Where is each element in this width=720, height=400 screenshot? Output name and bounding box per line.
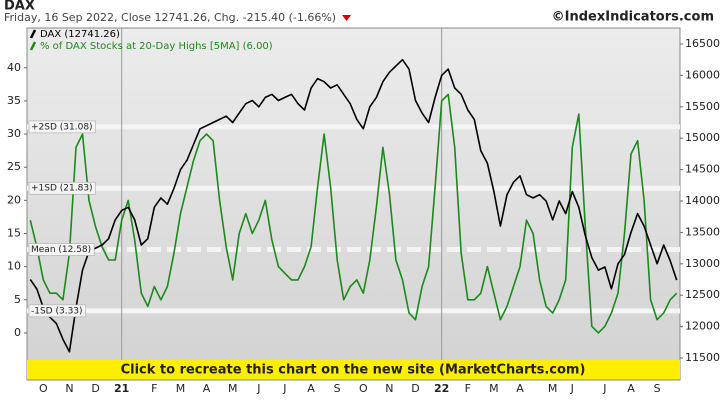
- x-tick-label: N: [65, 382, 73, 395]
- x-tick-label: A: [516, 382, 524, 395]
- x-tick-label: O: [359, 382, 368, 395]
- x-tick-label: 22: [434, 382, 449, 395]
- chart-title: DAX: [4, 0, 35, 14]
- y2-tick-label: 13000: [685, 257, 720, 270]
- reference-label-box: [28, 120, 96, 134]
- x-tick-label: 21: [114, 382, 129, 395]
- x-tick-label: F: [151, 382, 157, 395]
- y-tick-label: 40: [7, 61, 21, 74]
- reference-label: +1SD (21.83): [31, 184, 93, 194]
- subtitle: Friday, 16 Sep 2022, Close 12741.26, Chg…: [4, 11, 336, 24]
- banner-text[interactable]: Click to recreate this chart on the new …: [121, 363, 586, 378]
- x-tick-label: A: [203, 382, 211, 395]
- legend-swatch: [29, 41, 37, 51]
- x-tick-label: A: [627, 382, 635, 395]
- reference-label-box: [28, 243, 95, 256]
- x-tick-label: D: [91, 382, 99, 395]
- x-tick-label: M: [489, 382, 499, 395]
- x-tick-label: M: [228, 382, 238, 395]
- y-tick-label: 25: [7, 160, 21, 173]
- reference-label-box: [28, 304, 86, 318]
- x-tick-label: S: [654, 382, 661, 395]
- reference-label-box: [28, 181, 96, 195]
- y2-tick-label: 13500: [685, 225, 720, 238]
- plot-area: [26, 27, 681, 381]
- y2-tick-label: 15500: [685, 100, 720, 113]
- x-tick-label: J: [282, 382, 286, 395]
- source: ©IndexIndicators.com: [552, 10, 714, 25]
- x-tick-label: F: [465, 382, 471, 395]
- y-tick-label: 5: [14, 293, 21, 306]
- reference-label: +2SD (31.08): [31, 122, 93, 132]
- x-tick-label: S: [334, 382, 341, 395]
- y2-tick-label: 12000: [685, 320, 720, 333]
- y2-tick-label: 14500: [685, 163, 720, 176]
- y2-tick-label: 16500: [685, 37, 720, 50]
- reference-label: -1SD (3.33): [31, 306, 83, 316]
- y-tick-label: 30: [7, 127, 21, 140]
- x-tick-label: J: [602, 382, 606, 395]
- x-tick-label: O: [39, 382, 48, 395]
- legend-label: % of DAX Stocks at 20-Day Highs [5MA] (6…: [40, 41, 273, 52]
- y-tick-label: 35: [7, 94, 21, 107]
- y-tick-label: 20: [7, 193, 21, 206]
- y2-tick-label: 11500: [685, 351, 720, 364]
- change-arrow: [342, 15, 352, 21]
- series-line: [29, 93, 678, 334]
- legend-swatch: [29, 29, 37, 39]
- x-tick-label: J: [570, 382, 574, 395]
- y-tick-label: 10: [7, 260, 21, 273]
- x-tick-label: N: [385, 382, 393, 395]
- y-tick-label: 0: [14, 326, 21, 339]
- series-line: [29, 58, 678, 353]
- y-tick-label: 15: [7, 226, 21, 239]
- x-tick-label: A: [307, 382, 315, 395]
- banner[interactable]: [27, 360, 680, 379]
- x-tick-label: M: [176, 382, 186, 395]
- y2-tick-label: 14000: [685, 194, 720, 207]
- legend-label: DAX (12741.26): [40, 29, 120, 40]
- y2-tick-label: 16000: [685, 68, 720, 81]
- x-tick-label: J: [256, 382, 260, 395]
- x-tick-label: M: [548, 382, 558, 395]
- y2-tick-label: 12500: [685, 288, 720, 301]
- y2-tick-label: 15000: [685, 131, 720, 144]
- reference-label: Mean (12.58): [31, 245, 91, 255]
- x-tick-label: D: [411, 382, 419, 395]
